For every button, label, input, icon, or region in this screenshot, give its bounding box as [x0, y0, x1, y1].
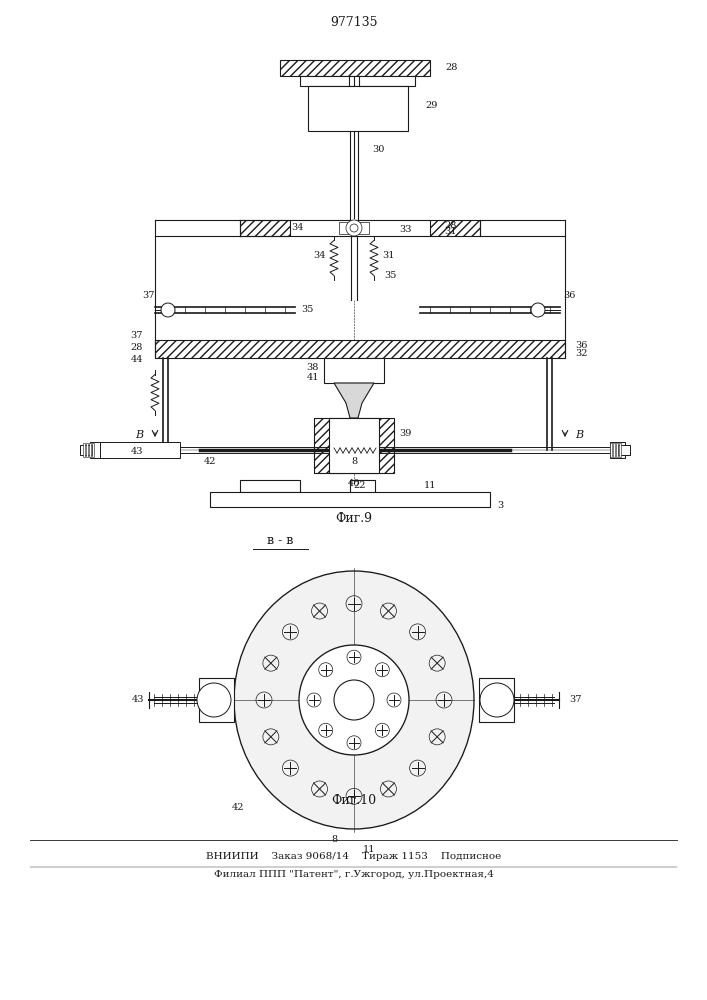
Text: 42: 42	[231, 804, 244, 812]
Bar	[613, 443, 615, 457]
Circle shape	[480, 683, 514, 717]
Text: 39: 39	[399, 428, 411, 438]
Text: 37: 37	[143, 290, 155, 300]
Circle shape	[161, 303, 175, 317]
Text: ВНИИПИ    Заказ 9068/14    Тираж 1153    Подписное: ВНИИПИ Заказ 9068/14 Тираж 1153 Подписно…	[206, 852, 502, 861]
Text: 40: 40	[348, 479, 360, 488]
Text: 35: 35	[302, 306, 314, 314]
Bar	[280, 60, 430, 76]
Circle shape	[334, 680, 374, 720]
Text: в - в: в - в	[267, 534, 293, 546]
Bar	[610, 443, 612, 457]
Bar	[92, 443, 94, 457]
Bar	[314, 418, 394, 473]
Text: Фиг.9: Фиг.9	[336, 512, 373, 524]
Bar	[210, 492, 490, 507]
Text: 22: 22	[354, 481, 366, 489]
Bar	[329, 418, 379, 473]
Bar	[308, 86, 408, 131]
Text: 36: 36	[563, 290, 575, 300]
Text: 41: 41	[307, 373, 319, 382]
Text: 38: 38	[307, 363, 319, 372]
Text: 44: 44	[131, 356, 143, 364]
Bar	[100, 442, 180, 458]
Bar	[155, 340, 565, 358]
Bar	[83, 443, 85, 457]
Text: 42: 42	[204, 458, 216, 466]
Text: 34: 34	[291, 224, 304, 232]
Text: 8: 8	[331, 836, 337, 844]
Text: 977135: 977135	[330, 15, 378, 28]
Bar	[618, 445, 630, 455]
Text: Фиг.10: Фиг.10	[332, 794, 377, 806]
Text: 30: 30	[372, 145, 385, 154]
Bar	[240, 220, 290, 236]
Text: 31: 31	[444, 228, 457, 236]
Bar	[616, 443, 618, 457]
Text: 37: 37	[569, 696, 581, 704]
Circle shape	[531, 303, 545, 317]
Bar	[199, 678, 234, 722]
Circle shape	[197, 683, 231, 717]
Bar	[619, 443, 621, 457]
Bar	[90, 442, 105, 458]
Bar	[339, 222, 369, 234]
Circle shape	[346, 220, 362, 236]
Circle shape	[299, 645, 409, 755]
Text: 28: 28	[131, 344, 143, 353]
Polygon shape	[334, 383, 374, 418]
Bar	[80, 445, 92, 455]
Bar	[430, 220, 480, 236]
Text: 31: 31	[382, 250, 395, 259]
Bar	[350, 480, 375, 495]
Bar	[240, 480, 300, 492]
Ellipse shape	[234, 571, 474, 829]
Circle shape	[350, 224, 358, 232]
Text: 36: 36	[575, 340, 588, 350]
Text: 3: 3	[497, 500, 503, 510]
Bar	[610, 442, 625, 458]
Text: 28: 28	[445, 64, 457, 73]
Text: 11: 11	[423, 481, 436, 489]
Text: 33: 33	[399, 226, 411, 234]
Text: 8: 8	[351, 458, 357, 466]
Bar	[300, 76, 415, 86]
Text: 29: 29	[425, 101, 438, 109]
Text: 28: 28	[444, 221, 457, 230]
Bar	[89, 443, 91, 457]
Text: B: B	[135, 430, 143, 440]
Text: 43: 43	[132, 696, 144, 704]
Bar	[324, 358, 384, 383]
Text: Филиал ППП "Патент", г.Ужгород, ул.Проектная,4: Филиал ППП "Патент", г.Ужгород, ул.Проек…	[214, 870, 494, 879]
Text: 35: 35	[384, 270, 397, 279]
Text: 34: 34	[313, 250, 326, 259]
Text: B: B	[575, 430, 583, 440]
Text: 37: 37	[131, 330, 143, 340]
Bar	[479, 678, 514, 722]
Text: 11: 11	[363, 846, 375, 854]
Text: 32: 32	[575, 349, 588, 358]
Text: 43: 43	[131, 448, 143, 456]
Bar	[86, 443, 88, 457]
